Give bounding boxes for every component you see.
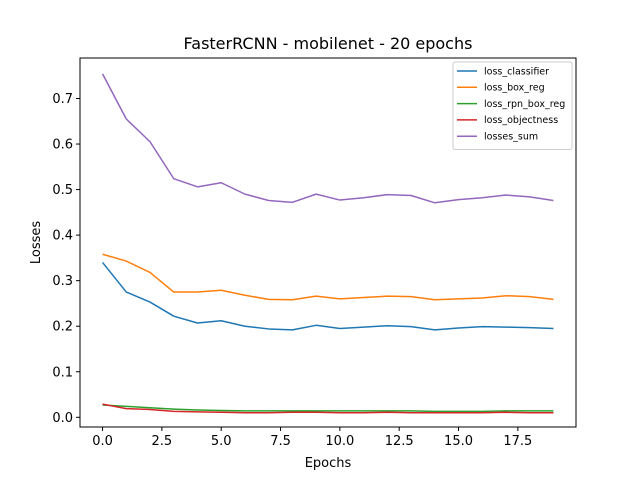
x-axis-label: Epochs (305, 456, 352, 471)
x-tick-label: 2.5 (152, 434, 173, 449)
legend-label: losses_sum (484, 132, 538, 143)
x-axis: 0.0 2.5 5.0 7.5 10.0 12.5 15.0 17.5 (92, 427, 532, 449)
legend-box (452, 61, 573, 150)
series-line-loss-classifier (101, 261, 554, 331)
y-tick-label: 0.2 (52, 320, 73, 335)
y-tick-label: 0.4 (52, 229, 73, 244)
x-tick-label: 7.5 (270, 434, 291, 449)
y-tick-label: 0.1 (52, 365, 73, 380)
y-tick-label: 0.5 (52, 183, 73, 198)
x-tick-label: 12.5 (385, 434, 414, 449)
chart-title: FasterRCNN - mobilenet - 20 epochs (184, 34, 473, 53)
y-tick-label: 0.6 (52, 138, 73, 153)
y-axis: 0.0 0.1 0.2 0.3 0.4 0.5 0.6 0.7 (52, 92, 80, 426)
legend: loss_classifier loss_box_reg loss_rpn_box_… (452, 61, 573, 150)
legend-label: loss_rpn_box_reg (484, 99, 565, 110)
legend-label: loss_objectness (484, 115, 558, 126)
x-tick-label: 5.0 (211, 434, 232, 449)
y-axis-label: Losses (29, 221, 44, 265)
series-line-loss-rpn-box-reg (102, 404, 554, 413)
x-tick-label: 10.0 (325, 434, 354, 449)
x-tick-label: 0.0 (92, 434, 113, 449)
series-lines (101, 73, 554, 414)
series-line-loss-objectness (102, 403, 554, 414)
legend-label: loss_classifier (484, 66, 549, 77)
x-tick-label: 15.0 (444, 434, 473, 449)
legend-label: loss_box_reg (484, 83, 545, 94)
series-line-loss-box-reg (102, 253, 554, 301)
x-tick-label: 17.5 (503, 434, 532, 449)
series-line-losses-sum (101, 73, 554, 204)
y-tick-label: 0.0 (52, 411, 73, 426)
axes-frame (79, 57, 577, 428)
y-tick-label: 0.7 (52, 92, 73, 107)
y-tick-label: 0.3 (52, 274, 73, 289)
